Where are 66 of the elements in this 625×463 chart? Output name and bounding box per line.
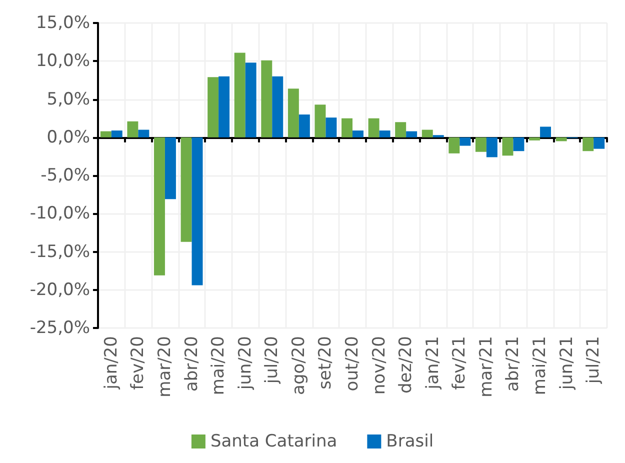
x-tick-label: mar/21 xyxy=(476,336,496,398)
bar xyxy=(208,77,219,138)
bar xyxy=(406,131,418,138)
bar xyxy=(138,130,150,138)
bar xyxy=(127,121,138,138)
bar xyxy=(460,137,471,146)
bar xyxy=(513,137,524,152)
bar xyxy=(100,131,112,138)
bar xyxy=(261,60,272,138)
bar xyxy=(154,137,165,276)
y-tick-label: 15,0% xyxy=(36,13,90,33)
bar xyxy=(218,76,230,138)
y-tick-label: -15,0% xyxy=(30,242,90,262)
x-tick-label: mai/21 xyxy=(530,336,550,396)
bar xyxy=(180,137,192,242)
x-tick-label: jul/20 xyxy=(262,336,282,385)
x-tick-label: set/20 xyxy=(316,336,336,390)
x-tick-label: fev/21 xyxy=(450,336,470,390)
x-tick-label: jun/21 xyxy=(556,336,577,391)
bar xyxy=(352,130,364,138)
y-tick-label: 10,0% xyxy=(36,51,90,72)
bar xyxy=(368,118,380,138)
y-tick-label: -20,0% xyxy=(30,280,90,300)
bar xyxy=(540,126,552,138)
legend-label: Brasil xyxy=(386,432,434,452)
x-tick-label: jul/21 xyxy=(584,336,604,385)
bar xyxy=(192,137,203,286)
bar xyxy=(164,137,176,200)
x-tick-label: fev/20 xyxy=(128,336,148,390)
bar xyxy=(245,62,256,138)
bar xyxy=(314,104,326,138)
x-tick-label: ago/20 xyxy=(288,336,309,395)
bar xyxy=(234,52,246,138)
x-tick-label: abr/20 xyxy=(182,336,202,392)
bar xyxy=(486,137,498,158)
y-tick-label: 5,0% xyxy=(46,89,90,110)
bar xyxy=(529,137,540,140)
y-tick-label: 0,0% xyxy=(46,127,90,148)
bar xyxy=(395,122,406,138)
bar xyxy=(448,137,460,154)
bar xyxy=(582,137,594,152)
x-tick-label: nov/20 xyxy=(369,336,390,395)
bar xyxy=(272,76,284,138)
bar xyxy=(422,130,433,138)
x-tick-label: out/20 xyxy=(342,336,362,392)
bar xyxy=(556,137,567,142)
bar xyxy=(342,118,352,138)
x-tick-label: mar/20 xyxy=(154,336,175,398)
x-tick-label: dez/20 xyxy=(396,336,416,394)
y-tick-label: -5,0% xyxy=(40,166,90,186)
legend-label: Santa Catarina xyxy=(210,432,338,452)
bar xyxy=(502,137,514,156)
bar xyxy=(326,118,337,138)
x-tick-label: jun/20 xyxy=(235,336,256,391)
y-tick-label: -25,0% xyxy=(30,318,90,338)
x-tick-label: abr/21 xyxy=(503,336,524,392)
y-tick-label: -10,0% xyxy=(30,204,90,224)
bar xyxy=(594,137,605,149)
x-tick-label: mai/20 xyxy=(208,336,229,396)
bar xyxy=(379,130,390,138)
bar xyxy=(288,88,299,138)
bar xyxy=(111,130,122,138)
bar xyxy=(298,114,310,138)
x-tick-label: jan/20 xyxy=(101,336,122,390)
bar xyxy=(475,137,486,152)
x-tick-label: jan/21 xyxy=(422,336,443,390)
